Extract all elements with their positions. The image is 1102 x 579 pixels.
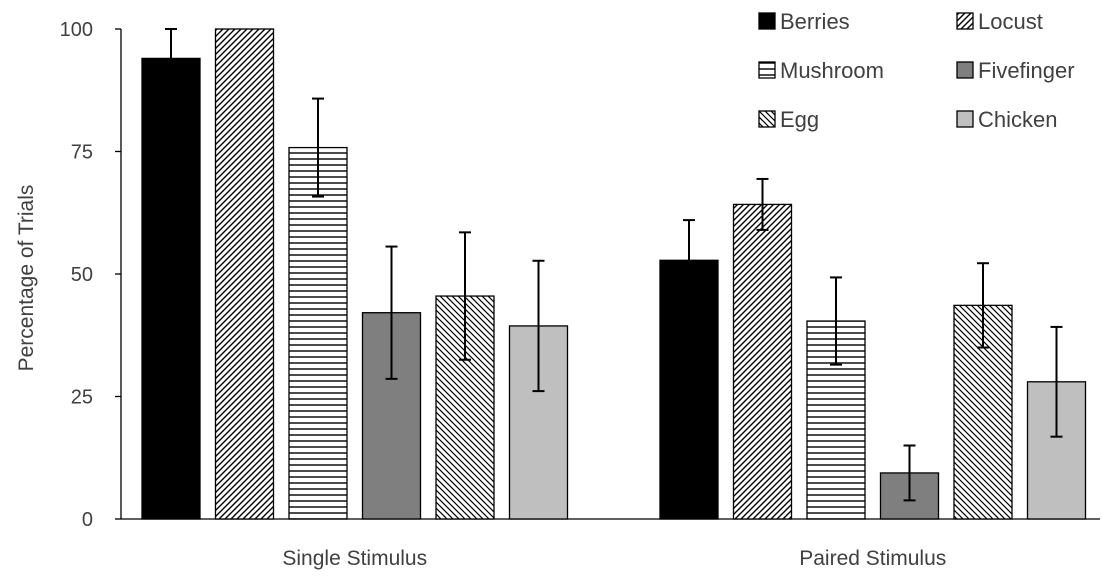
bar-mushroom-single [288, 146, 348, 520]
legend-label-locust: Locust [978, 9, 1043, 34]
y-tick-label: 100 [60, 19, 93, 41]
legend-label-berries: Berries [780, 9, 850, 34]
y-axis-title: Percentage of Trials [15, 185, 38, 372]
bar-locust-single [214, 28, 275, 520]
bar-berries-single [141, 57, 201, 520]
legend-label-mushroom: Mushroom [780, 58, 884, 83]
x-category-label: Single Stimulus [282, 547, 427, 570]
legend-label-fivefinger: Fivefinger [978, 58, 1075, 83]
x-category-label: Paired Stimulus [799, 547, 946, 570]
legend-swatch-egg [758, 110, 776, 128]
y-tick-label: 0 [82, 509, 93, 531]
legend-swatch-fivefinger [956, 61, 974, 79]
legend-swatch-mushroom [758, 61, 776, 79]
legend-swatch-chicken [956, 110, 974, 128]
legend-label-egg: Egg [780, 107, 819, 132]
y-tick-label: 75 [71, 142, 93, 164]
legend-swatch-berries [758, 12, 776, 30]
legend: Berries Locust Mushroom Fivefinger Egg Chicke… [758, 9, 1075, 132]
y-tick-label: 25 [71, 387, 93, 409]
bar-locust-paired [732, 203, 793, 520]
legend-label-chicken: Chicken [978, 107, 1057, 132]
y-tick-label: 50 [71, 264, 93, 286]
legend-swatch-locust [956, 12, 974, 30]
